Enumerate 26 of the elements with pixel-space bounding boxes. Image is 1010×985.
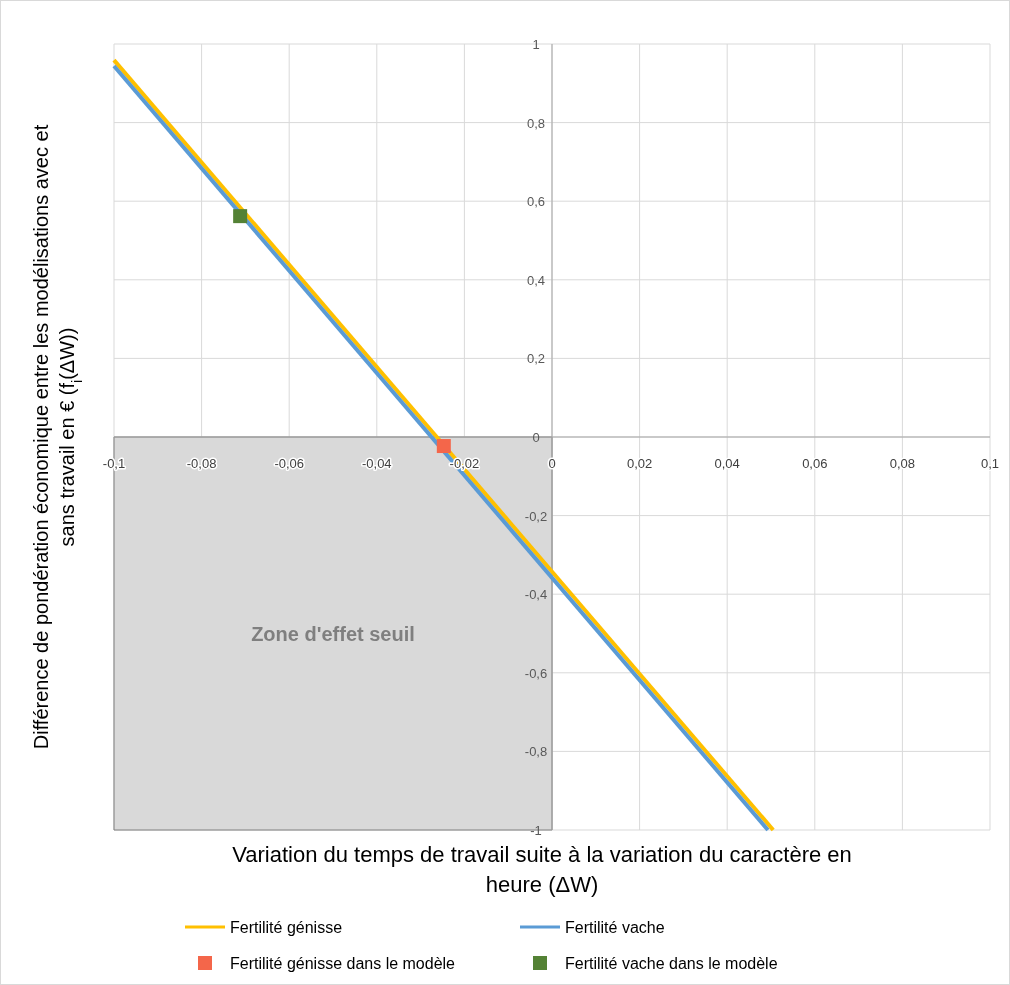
x-tick-label: -0,06 <box>274 456 305 471</box>
y-tick-label: -1 <box>530 823 542 838</box>
y-tick-label: 1 <box>532 37 540 52</box>
y-tick-label: 0,2 <box>526 351 546 367</box>
y-tick-label: -0,4 <box>524 587 548 603</box>
legend-label: Fertilité vache dans le modèle <box>565 955 778 972</box>
y-tick-label: 0 <box>532 430 540 445</box>
x-tick-label: 0,04 <box>714 456 740 471</box>
x-tick-label: 0,06 <box>802 456 828 471</box>
x-tick-label: -0,04 <box>361 456 392 471</box>
y-tick-label: 0,6 <box>526 194 546 210</box>
x-tick-label: 0,1 <box>980 456 1000 471</box>
legend-label: Fertilité vache <box>565 919 665 936</box>
x-tick-label: 0,08 <box>889 456 916 471</box>
y-tick-label: 0,8 <box>526 115 546 131</box>
y-tick-label: -0,2 <box>524 508 548 524</box>
annotation: Zone d'effet seuil <box>251 622 415 645</box>
x-axis-title: Variation du temps de travail suite à la variation du caractère en heure (ΔW) <box>232 842 852 897</box>
x-tick-label: 0,02 <box>626 456 653 471</box>
legend-label: Fertilité génisse dans le modèle <box>230 955 456 972</box>
legend-label: Fertilité génisse <box>230 919 343 936</box>
y-tick-label: -0,8 <box>524 744 548 760</box>
y-tick-label: -0,6 <box>524 665 548 681</box>
x-tick-label: -0,1 <box>102 456 126 471</box>
y-tick-label: 0,4 <box>526 272 546 288</box>
x-tick-label: -0,08 <box>186 456 217 471</box>
